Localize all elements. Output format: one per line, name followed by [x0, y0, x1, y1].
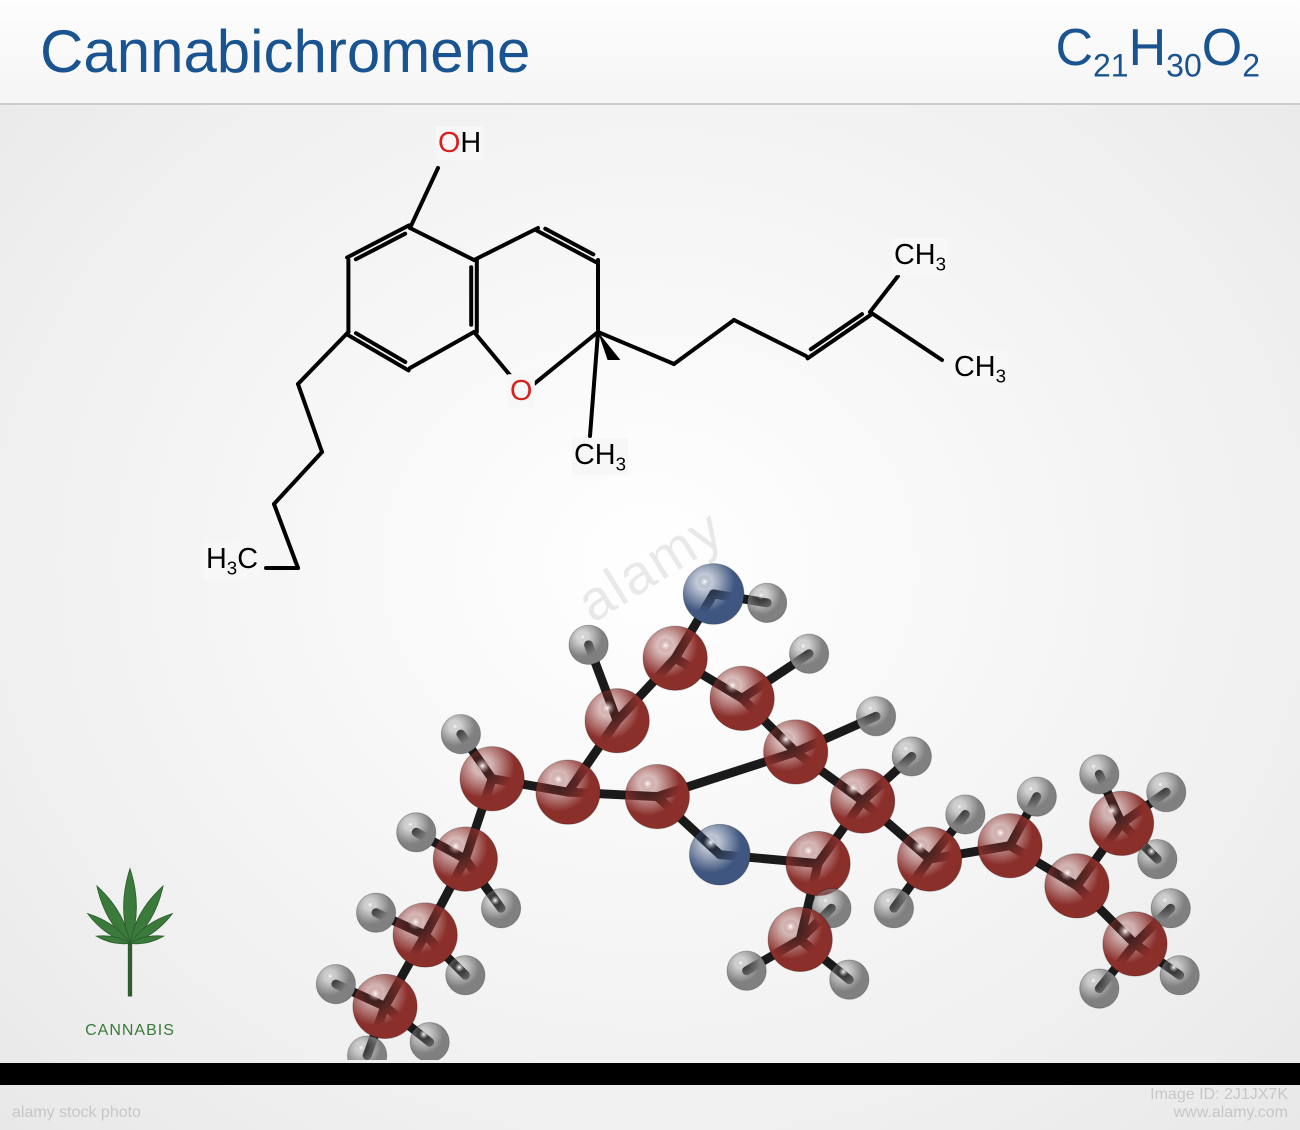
- header: Cannabichromene C21H30O2: [0, 0, 1300, 105]
- ball-stick-model-3d: [280, 560, 1240, 1060]
- bottom-bar: [0, 1063, 1300, 1085]
- structural-formula-2d: OHOCH3CH3CH3H3C: [80, 120, 1180, 600]
- svg-text:O: O: [510, 375, 532, 407]
- watermark-bottom-left: alamy stock photo: [12, 1104, 141, 1122]
- leaf-label: CANNABIS: [85, 1022, 175, 1040]
- watermark-bottom-right: Image ID: 2J1JX7K www.alamy.com: [1150, 1086, 1288, 1122]
- molecular-formula: C21H30O2: [1055, 18, 1260, 84]
- page: Cannabichromene C21H30O2 alamy OHOCH3CH3…: [0, 0, 1300, 1130]
- compound-title: Cannabichromene: [40, 17, 530, 86]
- cannabis-leaf-icon: CANNABIS: [50, 860, 210, 1040]
- svg-text:OH: OH: [438, 127, 481, 159]
